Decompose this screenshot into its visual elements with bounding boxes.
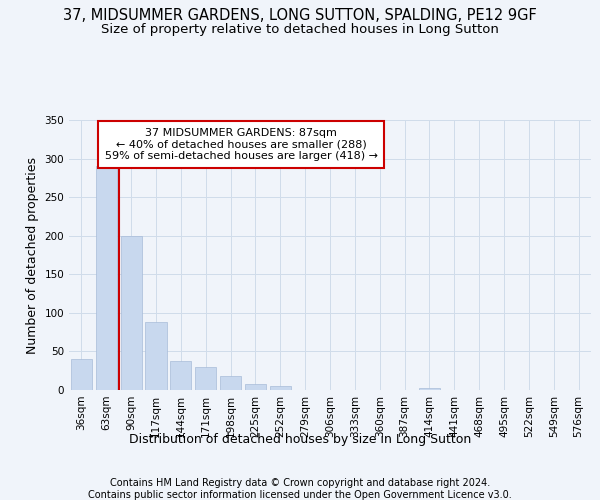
Text: Distribution of detached houses by size in Long Sutton: Distribution of detached houses by size … [129,432,471,446]
Bar [419,388,440,390]
Text: 37, MIDSUMMER GARDENS, LONG SUTTON, SPALDING, PE12 9GF: 37, MIDSUMMER GARDENS, LONG SUTTON, SPAL… [63,8,537,22]
Y-axis label: Number of detached properties: Number of detached properties [26,156,39,354]
Bar [170,360,191,390]
Bar [71,359,92,390]
Bar [220,376,241,390]
Text: 37 MIDSUMMER GARDENS: 87sqm
← 40% of detached houses are smaller (288)
59% of se: 37 MIDSUMMER GARDENS: 87sqm ← 40% of det… [105,128,378,162]
Bar [145,322,167,390]
Text: Contains HM Land Registry data © Crown copyright and database right 2024.: Contains HM Land Registry data © Crown c… [110,478,490,488]
Bar [245,384,266,390]
Bar [195,367,216,390]
Bar [96,166,117,390]
Text: Contains public sector information licensed under the Open Government Licence v3: Contains public sector information licen… [88,490,512,500]
Bar [270,386,291,390]
Text: Size of property relative to detached houses in Long Sutton: Size of property relative to detached ho… [101,22,499,36]
Bar [121,236,142,390]
